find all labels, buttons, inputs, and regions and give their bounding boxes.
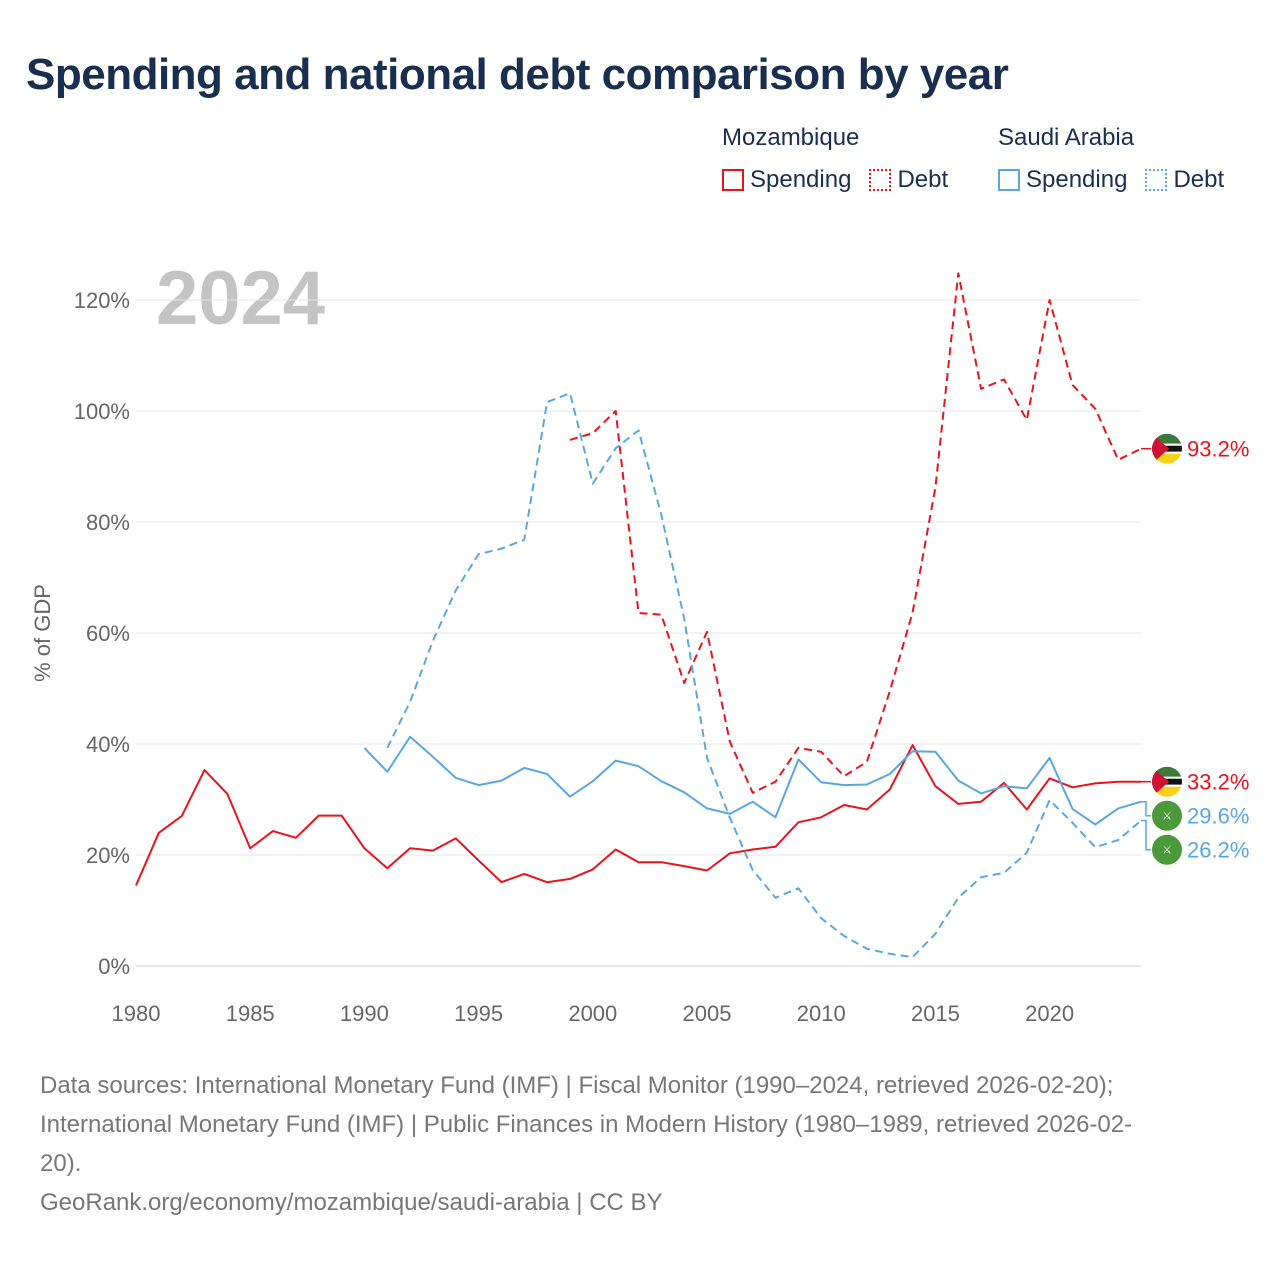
x-tick-label: 2000 [568, 1001, 617, 1026]
x-tick-label: 1990 [340, 1001, 389, 1026]
legend-mozambique: Mozambique Spending Debt [722, 124, 966, 194]
legend-label: Debt [1173, 166, 1225, 193]
saudi-flag-icon [1152, 800, 1182, 831]
line-chart: 2024 0% 20% 40% 60% 80% 100% 120% 1980 1985 1990 19… [30, 256, 1249, 1026]
y-tick-label: 80% [86, 510, 130, 535]
debt-line-saudi-arabia [386, 392, 1142, 959]
x-tick-label: 2010 [797, 1001, 846, 1026]
legend-label: Spending [1026, 166, 1128, 193]
x-tick-label: 2020 [1025, 1001, 1074, 1026]
legend-country-mozambique: Mozambique [722, 124, 860, 151]
debt-line-mozambique [569, 272, 1142, 794]
saudi-flag-icon [1152, 834, 1182, 865]
credit-link[interactable]: GeoRank.org/economy/mozambique/saudi-ara… [40, 1189, 663, 1216]
legend-saudi-debt[interactable]: Debt [1145, 166, 1224, 194]
saudi-flag-emblem: ⚔ [1162, 811, 1172, 823]
data-sources-line: International Monetary Fund (IMF) | Publ… [40, 1111, 1133, 1138]
y-tick-label: 100% [74, 399, 130, 424]
x-tick-label: 1980 [112, 1001, 161, 1026]
dotted-line-swatch-icon [1145, 169, 1168, 191]
y-tick-label: 40% [86, 732, 130, 757]
y-tick-label: 60% [86, 621, 130, 646]
label-connector [1141, 800, 1151, 817]
data-sources-line: 20). [40, 1150, 82, 1177]
end-value-label: 33.2% [1187, 770, 1249, 795]
legend-mozambique-spending[interactable]: Spending [722, 166, 851, 194]
solid-line-swatch-icon [722, 169, 744, 191]
x-tick-label: 1995 [454, 1001, 503, 1026]
y-tick-label: 120% [74, 288, 130, 313]
end-value-label: 29.6% [1187, 804, 1249, 829]
solid-line-swatch-icon [998, 169, 1020, 191]
legend-label: Spending [750, 166, 852, 193]
legend-saudi-spending[interactable]: Spending [998, 166, 1127, 194]
chart-title: Spending and national debt comparison by… [26, 50, 1009, 99]
end-value-label: 93.2% [1187, 437, 1249, 462]
legend-saudi-arabia: Saudi Arabia Spending Debt [998, 124, 1242, 194]
dotted-line-swatch-icon [869, 169, 892, 191]
saudi-flag-emblem: ⚔ [1162, 845, 1172, 857]
y-tick-label: 20% [86, 843, 130, 868]
x-tick-label: 1985 [226, 1001, 275, 1026]
x-tick-label: 2015 [911, 1001, 960, 1026]
legend-label: Debt [897, 166, 949, 193]
end-value-label: 26.2% [1187, 838, 1249, 863]
mozambique-flag-icon [1152, 433, 1182, 464]
y-axis-label: % of GDP [30, 584, 55, 682]
mozambique-flag-icon [1152, 766, 1182, 797]
data-sources-line: Data sources: International Monetary Fun… [40, 1072, 1114, 1099]
year-watermark: 2024 [156, 256, 325, 341]
footer: Data sources: International Monetary Fun… [40, 1066, 1240, 1222]
spending-line-saudi-arabia [363, 735, 1142, 826]
y-tick-label: 0% [98, 954, 130, 979]
legend-mozambique-debt[interactable]: Debt [869, 166, 948, 194]
legend-country-saudi-arabia: Saudi Arabia [998, 124, 1135, 151]
spending-line-mozambique [135, 744, 1141, 886]
label-connector [1141, 819, 1151, 851]
x-tick-label: 2005 [683, 1001, 732, 1026]
